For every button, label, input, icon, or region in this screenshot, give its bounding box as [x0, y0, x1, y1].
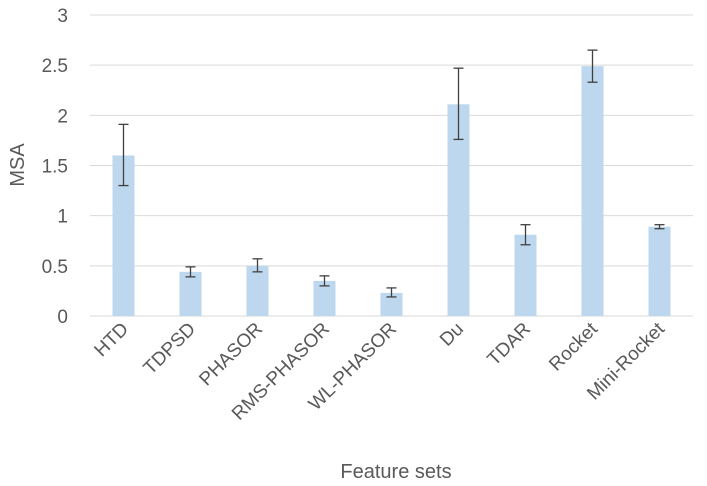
error-bar-wl-phasor — [386, 287, 397, 298]
x-tick-label: Rocket — [545, 318, 602, 375]
error-bar-phasor — [252, 258, 263, 273]
bar-mini-rocket — [648, 226, 671, 316]
error-bar-tdar — [520, 224, 531, 246]
x-tick-label: TDAR — [484, 319, 535, 370]
error-bar-du — [453, 67, 464, 141]
bar-rocket — [581, 66, 604, 316]
bar-phasor — [246, 265, 269, 316]
y-tick-label: 0 — [57, 307, 68, 328]
error-bar-htd — [118, 123, 129, 187]
bar-wl-phasor — [380, 292, 403, 316]
y-tick-label: 0.5 — [42, 257, 68, 278]
error-bar-rocket — [587, 49, 598, 83]
x-tick-label: TDPSD — [140, 319, 200, 379]
x-tick-label: HTD — [91, 319, 133, 361]
bar-tdar — [514, 234, 537, 316]
y-axis-title: MSA — [7, 143, 29, 187]
y-tick-labels: 0 0.5 1 1.5 2 2.5 3 — [42, 6, 68, 328]
bar-htd — [112, 155, 135, 316]
error-bars — [118, 49, 665, 298]
error-bar-mini-rocket — [654, 224, 665, 230]
x-tick-label: PHASOR — [195, 319, 267, 391]
bar-du — [447, 104, 470, 317]
y-tick-label: 2 — [57, 106, 68, 127]
x-axis-title: Feature sets — [340, 461, 451, 483]
error-bar-tdpsd — [185, 266, 196, 278]
y-tick-label: 3 — [57, 6, 68, 27]
y-tick-label: 2.5 — [42, 56, 68, 77]
x-tick-label: Du — [436, 319, 468, 351]
gridlines — [90, 14, 693, 317]
bar-rms-phasor — [313, 280, 336, 316]
error-bar-rms-phasor — [319, 275, 330, 287]
y-tick-label: 1 — [57, 207, 68, 228]
bars — [112, 66, 671, 317]
y-tick-label: 1.5 — [42, 157, 68, 178]
bar-tdpsd — [179, 271, 202, 316]
